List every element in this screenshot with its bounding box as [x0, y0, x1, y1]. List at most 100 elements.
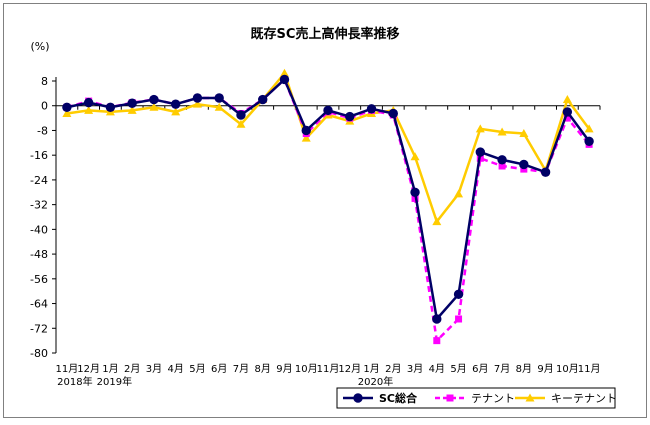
- data-point: [236, 119, 246, 128]
- y-axis-unit-label: (%): [30, 40, 49, 53]
- x-tick-label: 6月: [472, 363, 488, 375]
- x-tick-label: 10月: [556, 363, 579, 375]
- data-point: [410, 152, 420, 161]
- data-point: [475, 147, 486, 157]
- x-year-label: 2020年: [358, 375, 393, 388]
- legend-label: テナント: [471, 392, 515, 405]
- y-tick-label: -48: [30, 248, 48, 261]
- data-point: [453, 289, 464, 299]
- data-point: [410, 187, 420, 197]
- y-tick-label: -16: [30, 149, 48, 162]
- data-point: [83, 97, 94, 108]
- x-tick-label: 1月: [102, 363, 118, 375]
- data-point: [84, 105, 94, 114]
- data-point: [323, 105, 333, 116]
- x-tick-label: 7月: [233, 363, 249, 375]
- data-point: [498, 162, 506, 170]
- data-point: [525, 393, 535, 402]
- series-circle: [62, 74, 594, 324]
- x-tick-label: 4月: [167, 363, 183, 375]
- y-tick-label: -80: [30, 347, 48, 360]
- x-tick-label: 2月: [124, 363, 140, 375]
- x-tick-label: 11月: [56, 363, 79, 375]
- y-tick-label: -40: [30, 223, 48, 236]
- chart-border: [3, 3, 647, 418]
- data-point: [236, 110, 246, 120]
- x-year-label: 2019年: [97, 375, 132, 388]
- data-point: [258, 94, 268, 105]
- data-point: [519, 129, 529, 138]
- data-point: [366, 104, 377, 114]
- x-tick-label: 9月: [276, 363, 292, 375]
- y-tick-label: -32: [30, 199, 48, 212]
- x-tick-label: 8月: [516, 363, 532, 375]
- data-point: [192, 99, 202, 108]
- x-tick-label: 7月: [494, 363, 510, 375]
- data-point: [171, 107, 181, 116]
- x-tick-label: 11月: [578, 363, 601, 375]
- x-tick-label: 9月: [537, 363, 553, 375]
- data-point: [497, 155, 507, 165]
- x-tick-label: 2月: [385, 363, 401, 375]
- data-point: [432, 217, 442, 226]
- data-point: [214, 93, 224, 103]
- chart-title: 既存SC売上高伸長率推移: [251, 26, 400, 42]
- data-point: [62, 108, 72, 117]
- data-point: [170, 99, 181, 109]
- data-point: [455, 315, 463, 323]
- y-tick-label: -24: [30, 174, 48, 187]
- data-point: [497, 127, 507, 136]
- legend-box: [336, 387, 616, 409]
- data-point: [562, 95, 572, 104]
- data-point: [105, 102, 116, 112]
- data-point: [62, 102, 72, 112]
- data-point: [279, 74, 290, 85]
- y-tick-label: -8: [37, 124, 48, 137]
- x-tick-label: 5月: [189, 363, 205, 375]
- data-point: [353, 393, 363, 403]
- x-tick-label: 5月: [450, 363, 466, 375]
- data-point: [432, 314, 442, 324]
- x-tick-label: 3月: [407, 363, 423, 375]
- y-tick-label: 0: [41, 100, 48, 113]
- data-point: [149, 94, 159, 105]
- data-point: [301, 133, 311, 142]
- x-tick-label: 3月: [146, 363, 162, 375]
- data-point: [388, 108, 398, 119]
- y-tick-label: -64: [30, 298, 48, 311]
- x-tick-label: 12月: [77, 363, 100, 375]
- data-point: [519, 159, 529, 170]
- data-point: [540, 167, 551, 177]
- data-point: [562, 107, 573, 117]
- data-point: [214, 102, 224, 111]
- x-tick-label: 11月: [317, 363, 340, 375]
- data-point: [127, 98, 137, 108]
- data-point: [446, 394, 454, 402]
- y-tick-label: -56: [30, 273, 48, 286]
- x-tick-label: 6月: [211, 363, 227, 375]
- x-tick-label: 4月: [429, 363, 445, 375]
- legend-label: キーテナント: [551, 392, 617, 405]
- x-tick-label: 8月: [255, 363, 271, 375]
- data-point: [475, 124, 485, 133]
- y-tick-label: -72: [30, 322, 48, 335]
- x-year-label: 2018年: [57, 375, 92, 388]
- data-point: [345, 111, 355, 122]
- legend: SC総合 テナント キーテナント: [336, 387, 617, 409]
- data-point: [454, 189, 464, 198]
- data-point: [192, 93, 203, 103]
- data-point: [563, 114, 571, 122]
- data-point: [149, 102, 159, 111]
- x-tick-label: 12月: [338, 363, 361, 375]
- x-tick-label: 1月: [363, 363, 379, 375]
- x-tick-label: 10月: [295, 363, 318, 375]
- data-point: [127, 105, 137, 114]
- legend-label: SC総合: [379, 391, 418, 405]
- data-point: [584, 124, 594, 133]
- data-point: [279, 68, 289, 77]
- data-point: [301, 125, 311, 136]
- data-point: [584, 136, 594, 146]
